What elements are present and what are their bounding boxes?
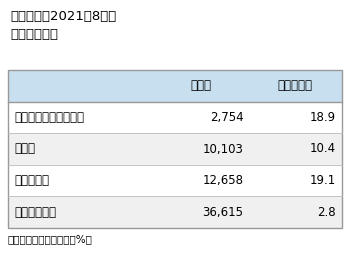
Text: 2.8: 2.8 bbox=[317, 206, 336, 219]
Bar bbox=[8, 133, 342, 165]
Text: 36,615: 36,615 bbox=[203, 206, 244, 219]
Text: スキー・スノーボード: スキー・スノーボード bbox=[14, 111, 84, 124]
Text: ゴルフ: ゴルフ bbox=[14, 143, 35, 156]
Text: 19.1: 19.1 bbox=[310, 174, 336, 187]
Text: （増減率）: （増減率） bbox=[278, 79, 313, 92]
Bar bbox=[8, 70, 342, 228]
Text: 10.4: 10.4 bbox=[310, 143, 336, 156]
Text: 12,658: 12,658 bbox=[203, 174, 244, 187]
Bar bbox=[8, 196, 342, 228]
Bar bbox=[8, 70, 342, 101]
Text: 単位は百万円。増減率は%。: 単位は百万円。増減率は%。 bbox=[8, 234, 93, 244]
Text: 売上高: 売上高 bbox=[190, 79, 211, 92]
Text: 18.9: 18.9 bbox=[310, 111, 336, 124]
Bar bbox=[8, 165, 342, 196]
Text: 2,754: 2,754 bbox=[210, 111, 244, 124]
Text: 10,103: 10,103 bbox=[203, 143, 244, 156]
Text: 商品別売上高: 商品別売上高 bbox=[10, 28, 58, 41]
Text: ヒマラヤ、2021年8月期: ヒマラヤ、2021年8月期 bbox=[10, 10, 116, 23]
Text: アウトドア: アウトドア bbox=[14, 174, 49, 187]
Bar bbox=[8, 101, 342, 133]
Text: 一般スポーツ: 一般スポーツ bbox=[14, 206, 56, 219]
